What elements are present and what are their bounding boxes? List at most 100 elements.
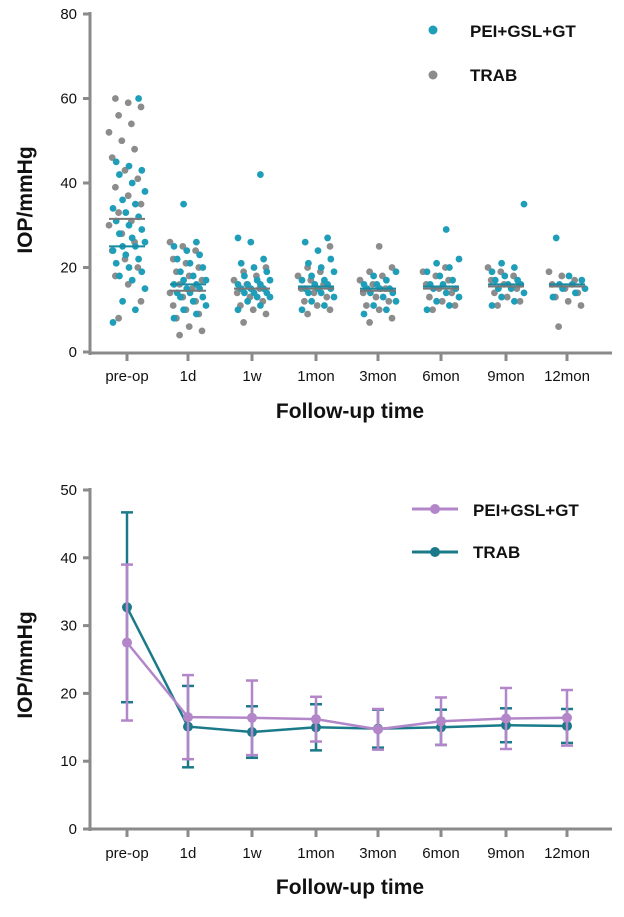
trab-point (388, 264, 396, 271)
pei-point (370, 302, 377, 309)
pei-point (308, 297, 315, 305)
trab-point (356, 276, 364, 284)
pei-point (455, 293, 463, 301)
y-tick-label: 10 (60, 753, 77, 770)
trab-point (230, 276, 238, 284)
trab-point (192, 247, 200, 255)
pei-point (314, 247, 322, 255)
trab-point (326, 242, 334, 250)
trab-point (240, 319, 248, 326)
trab-point (385, 297, 393, 305)
trab-point (326, 306, 334, 314)
pei-point (119, 196, 126, 204)
pei-point (237, 259, 245, 267)
trab-point (118, 137, 126, 145)
pei-point (360, 281, 368, 288)
pei-point (138, 166, 146, 174)
mean-lines (109, 217, 585, 292)
line-series (121, 511, 573, 769)
legend-label-trab: TRAB (470, 66, 517, 85)
pei-point (247, 712, 257, 723)
pei-point (180, 306, 188, 314)
legend: PEI+GSL+GT TRAB (428, 22, 576, 85)
y-tick-label: 20 (60, 260, 77, 277)
trab-point (375, 306, 383, 314)
legend-label-trab: TRAB (473, 543, 520, 562)
x-tick-label: 9mon (487, 368, 525, 385)
trab-point (105, 221, 113, 229)
trab-point (363, 302, 370, 309)
pei-point (330, 268, 338, 276)
trab-point (115, 209, 122, 216)
trab-point (366, 319, 373, 326)
pei-point (433, 297, 440, 305)
trab-point (503, 293, 511, 301)
x-ticks: pre-op 1d 1w 1mon 3mon 6mon 9mon 12mon (105, 353, 590, 385)
pei-point (423, 306, 431, 314)
trab-point (115, 314, 122, 322)
pei-point (360, 310, 368, 318)
pei-point (247, 238, 255, 246)
pei-point (132, 306, 139, 314)
pei-point (132, 200, 139, 208)
trab-point (379, 272, 386, 280)
pei-point (549, 293, 557, 301)
trab-point (516, 297, 524, 305)
pei-point (170, 242, 178, 250)
pei-point (520, 289, 528, 297)
y-ticks: 0 20 40 60 80 (60, 6, 90, 361)
pei-point (436, 716, 446, 727)
pei-point (183, 712, 193, 723)
pei-point (202, 276, 210, 284)
x-tick-label: 6mon (422, 368, 460, 385)
pei-point (488, 302, 496, 309)
legend-marker-pei (428, 25, 438, 35)
trab-series-line (125, 606, 568, 734)
y-tick-label: 30 (60, 618, 77, 635)
y-tick-label: 50 (60, 482, 77, 499)
pei-point (180, 276, 188, 284)
legend-marker-pei (430, 504, 440, 514)
trab-point (494, 302, 501, 309)
pei-point (442, 226, 450, 233)
scatter-chart: 0 20 40 60 80 pre-op 1d 1w 1mon 3mon 6mon 9mon 12mo… (14, 6, 612, 423)
pei-point (578, 276, 586, 284)
pei-point (196, 251, 204, 259)
trab-point (112, 95, 119, 102)
pei-point (119, 297, 126, 305)
pei-point (572, 289, 579, 297)
y-tick-label: 40 (60, 175, 77, 192)
pei-point (511, 264, 518, 271)
pei-point (128, 234, 136, 242)
pei-point (199, 293, 207, 301)
pei-point (321, 276, 328, 284)
pei-point (193, 310, 200, 318)
line-chart: 0 10 20 30 40 50 pre-op 1d 1w 1mon 3mon 6mon 9mon 12… (14, 482, 612, 899)
pei-point (263, 268, 271, 276)
pei-point (180, 200, 188, 208)
x-tick-label: 1d (180, 845, 197, 862)
trab-point (108, 154, 116, 162)
legend-marker-trab (428, 70, 438, 80)
trab-point (438, 297, 446, 305)
pei-point (125, 162, 133, 170)
x-tick-label: 1w (242, 845, 261, 862)
pei-point (433, 259, 440, 267)
pei-point (250, 264, 258, 271)
pei-point (455, 255, 463, 263)
pei-point (373, 281, 381, 288)
trab-point (429, 306, 436, 314)
trab-point (497, 268, 505, 276)
pei-point (234, 306, 242, 314)
pei-point (514, 276, 521, 284)
x-tick-label: 9mon (487, 845, 525, 862)
pei-point (177, 268, 184, 276)
trab-point (313, 302, 321, 309)
trab-point (166, 238, 174, 246)
trab-point (262, 310, 270, 318)
pei-point (491, 276, 499, 284)
pei-point (260, 255, 267, 263)
pei-point (449, 276, 456, 284)
pei-point (244, 281, 252, 288)
trab-point (304, 310, 311, 318)
